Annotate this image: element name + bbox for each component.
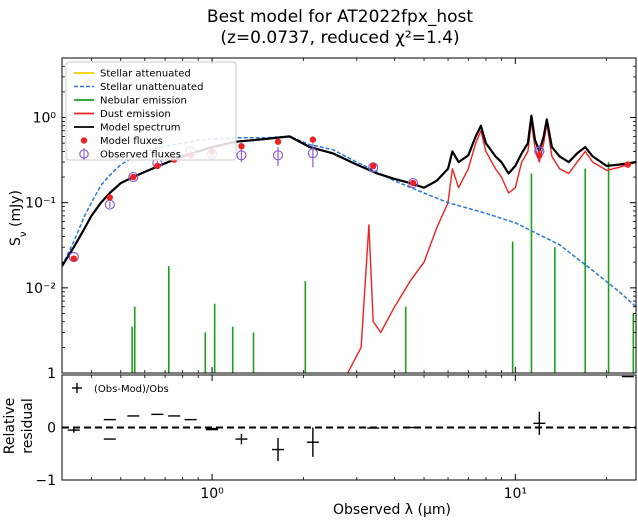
resid-plot-area [62,375,636,462]
y-axis-label-resid-line2: residual [20,398,36,453]
legend-swatch-6 [79,149,89,159]
y-tick-label-main-1: 10⁻¹ [25,196,56,212]
observed-flux-7 [236,150,247,161]
observed-flux-11 [407,177,419,189]
legend: Stellar attenuated Stellar unattenuated Ne… [65,61,237,161]
model-flux-12 [536,152,543,159]
legend-label-6: Observed fluxes [100,150,181,161]
model-flux-7 [238,143,245,150]
main-plot-area [62,114,636,373]
model-flux-8 [274,138,282,145]
model-flux-0 [70,255,78,262]
observed-flux-8 [272,150,284,161]
model-flux-2 [130,173,137,181]
observed-flux-2 [128,171,139,183]
model-flux-3 [154,162,161,170]
model-flux-1 [106,194,113,201]
x-axis-label: Observed λ (μm) [333,502,451,518]
legend-swatch-5 [80,137,88,144]
chart-title: Best model for AT2022fpx_host [207,7,473,27]
chart-subtitle: (z=0.0737, reduced χ²=1.4) [220,28,459,48]
legend-label-3: Dust emission [100,109,171,120]
y-tick-label-main-0: 10⁰ [33,111,57,127]
y-tick-label-main-bottom: 1 [47,366,56,382]
legend-label-0: Stellar attenuated [100,69,191,80]
y-tick-label-main-2: 10⁻² [25,281,56,297]
legend-box [65,61,237,161]
y-axis-label-resid-line1: Relative [2,398,18,454]
observed-flux-9 [307,148,318,159]
main-panel: 10⁰ 10⁻¹ 10⁻² 1 Stellar attenuated Stellar un… [25,57,637,382]
legend-label-2: Nebular emission [100,96,187,107]
legend-label-5: Model fluxes [100,136,163,147]
model-flux-11 [409,179,417,187]
resid-legend-label: (Obs-Mod)/Obs [94,384,169,395]
legend-label-1: Stellar unattenuated [100,82,203,93]
series-model-spectrum [62,114,636,267]
model-flux-13 [624,161,632,168]
model-flux-9 [309,136,317,143]
residual-panel: 10⁰ 10¹ 0 −1 (Obs-Mod)/Obs [35,374,637,502]
x-tick-label-0: 10⁰ [200,486,224,502]
y-tick-label-resid-2: −1 [35,473,56,489]
model-flux-10 [370,162,377,170]
y-tick-label-resid-1: 0 [47,421,56,437]
legend-label-4: Model spectrum [100,123,181,134]
series-dust-emission [347,120,636,373]
series-stellar-unattenuated [62,135,636,308]
x-tick-label-1: 10¹ [504,486,527,502]
y-axis-label-main: Sν (mJy) [8,190,29,246]
